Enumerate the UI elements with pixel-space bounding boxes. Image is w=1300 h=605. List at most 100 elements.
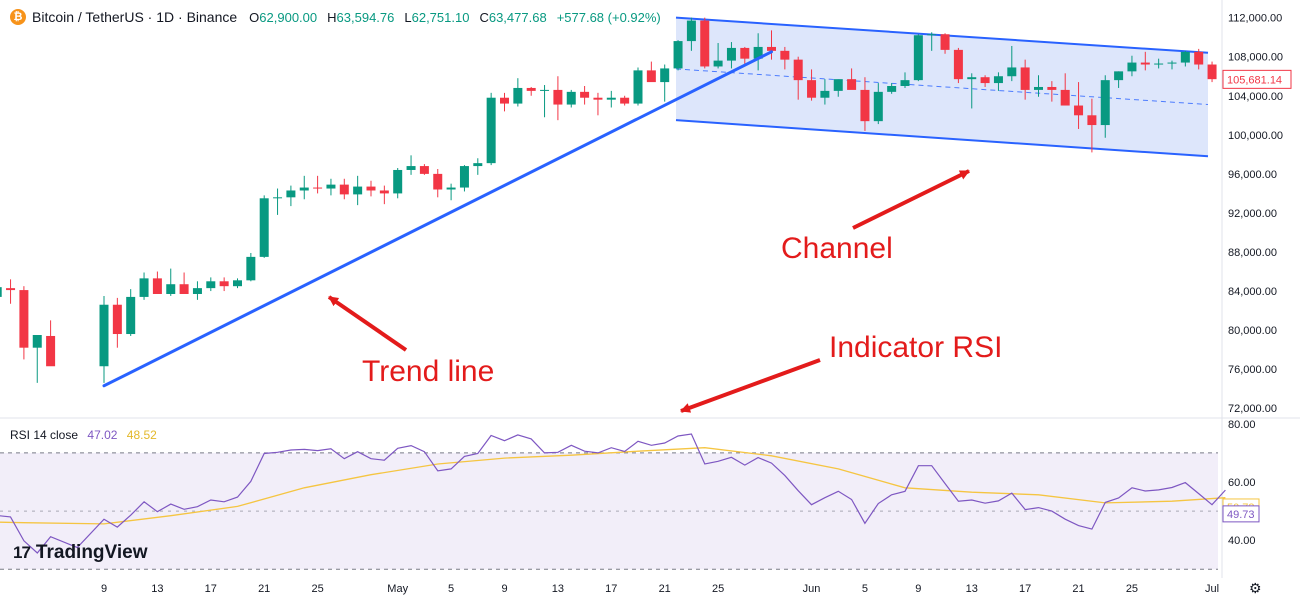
candle-body [273,197,283,199]
candle-body [980,77,990,84]
candle-body [433,173,443,190]
candle-body [0,287,2,297]
candle-body [473,163,483,167]
candle [192,281,202,300]
candle-body [740,47,750,59]
candle [326,178,336,196]
candle-body [326,184,336,189]
price-tick-label: 88,000.00 [1228,247,1277,259]
time-tick-label: 17 [205,583,217,595]
trend-arrow [327,295,408,352]
candle-body [32,335,42,348]
candle-body [46,335,56,367]
candle [820,79,830,105]
symbol-title[interactable]: Bitcoin / TetherUS · 1D · Binance [32,9,238,25]
candle [833,79,843,97]
candle-body [686,20,696,42]
candle [32,335,42,383]
rsi-tick-label: 80.00 [1228,419,1256,431]
candle [446,183,456,201]
candle-body [419,166,429,174]
candle [379,185,389,205]
time-tick-label: Jun [803,583,821,595]
candle-body [700,20,710,67]
candle [887,83,897,94]
candle-body [673,41,683,69]
candle [139,272,149,300]
candle [126,289,136,336]
ohlc-key: O [249,9,260,25]
candle [286,185,296,207]
candle-body [726,47,736,61]
candle [339,178,349,200]
candle-body [927,34,937,36]
candle-body [913,35,923,81]
ohlc-key: L [404,9,412,25]
candle [273,188,283,215]
candle [967,73,977,109]
rsi-legend[interactable]: RSI 14 close 47.02 48.52 [10,428,157,442]
candle [1100,75,1110,138]
candle [152,271,162,294]
price-axis[interactable]: 112,000.00 108,000.00 104,000.00 100,000.00… [1222,13,1292,416]
candle [847,68,857,90]
rsi-lines [0,433,1226,554]
candle [179,272,189,294]
candle-body [900,80,910,86]
candle [1007,45,1017,82]
time-tick-label: 5 [862,583,868,595]
candle [459,165,469,192]
candle [646,61,656,83]
candle [900,72,910,88]
channel-arrow [852,169,970,230]
candle [740,46,750,66]
time-axis[interactable]: 9 13 17 21 25 May 5 9 13 17 21 25 Jun 5 9 13 17 21 25 Jul [101,583,1219,595]
price-tick-label: 100,000.00 [1228,130,1283,142]
symbol-header[interactable]: ₿ Bitcoin / TetherUS · 1D · Binance O62,… [10,9,661,25]
candle [299,175,309,200]
candle-body [406,166,416,170]
candle-body [953,49,963,80]
tradingview-logo[interactable]: 17 TradingView [13,542,148,564]
candle [1034,75,1043,97]
candle-body [967,77,977,80]
time-tick-label: 17 [605,583,617,595]
time-tick-label: 21 [1072,583,1084,595]
candle-body [339,184,349,195]
time-tick-label: Jul [1205,583,1219,595]
time-tick-label: 5 [448,583,454,595]
candle-body [446,187,456,190]
candle-body [486,97,496,164]
candle [259,195,269,258]
time-tick-label: 9 [101,583,107,595]
candle [112,297,122,348]
candle [393,168,403,199]
candle-body [1020,67,1030,90]
ohlc-item: +577.68 (+0.92%) [557,10,661,25]
candle-body [660,68,670,83]
tradingview-logo-icon: 17 [13,543,31,562]
rsi-tick-label: 40.00 [1228,535,1256,547]
candle-body [1207,64,1217,80]
ohlc-values: O62,900.00 H63,594.76 L62,751.10 C63,477.68… [249,10,661,25]
trend-line[interactable] [102,50,773,388]
candle-body [1060,89,1070,106]
candle-body [1074,105,1084,116]
ohlc-value: 62,751.10 [411,9,470,25]
candle [860,77,870,131]
rsi-line [0,433,1226,554]
candle-body [19,290,29,348]
candle-body [793,59,803,81]
candle [673,40,683,71]
logo-text: TradingView [35,542,148,563]
candle-body [940,34,950,50]
gear-icon[interactable]: ⚙ [1249,580,1262,596]
channel-label: Channel [781,232,893,265]
time-tick-label: 13 [966,583,978,595]
channel-lower-line[interactable] [675,119,1209,158]
candle-body [606,97,616,100]
rsi-ma-value: 48.52 [126,428,157,442]
candle-body [286,190,296,198]
